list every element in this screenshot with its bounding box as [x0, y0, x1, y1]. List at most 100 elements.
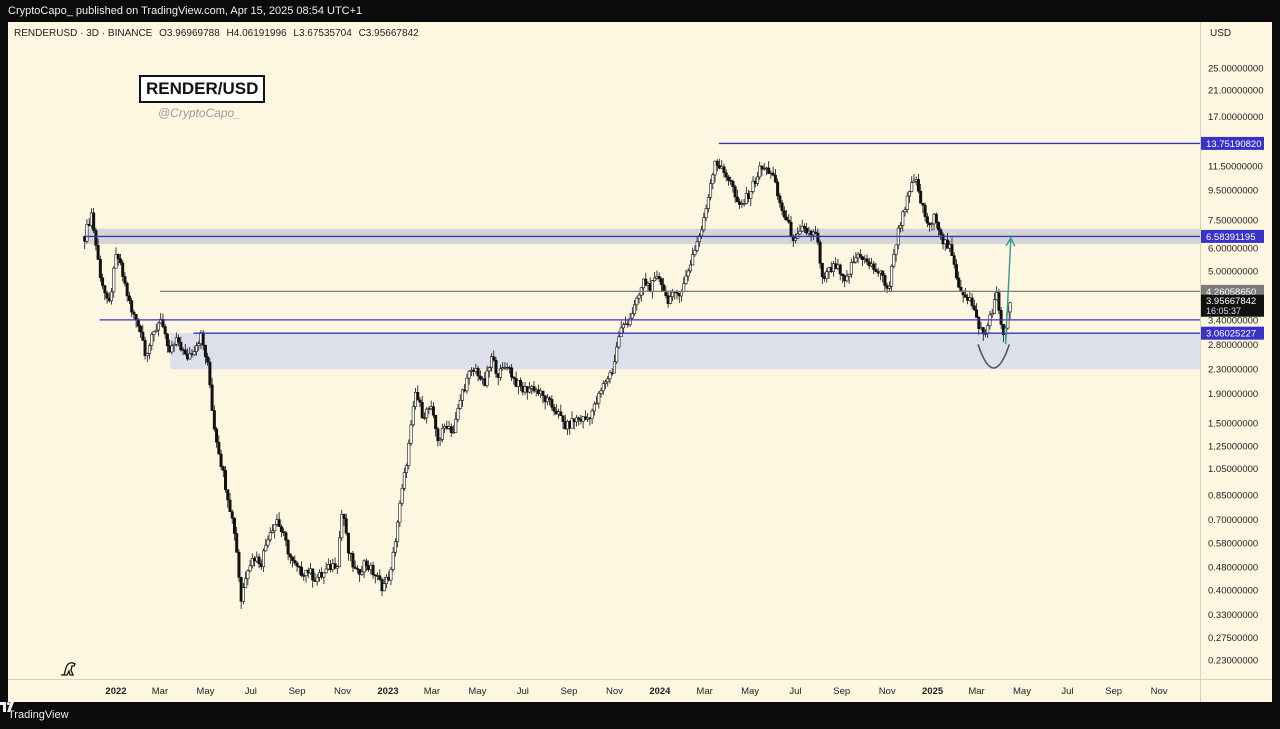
price-axis-tick: 0.48000000 [1208, 563, 1258, 574]
chart-panel[interactable]: 25.00000000 21.00000000 17.00000000 11.5000… [8, 22, 1272, 702]
price-level-tag [1201, 136, 1264, 150]
candle-body [125, 283, 129, 297]
candle-body [134, 314, 138, 321]
time-axis-tick: May [1013, 686, 1031, 697]
candle-body [418, 399, 422, 403]
candle-body [925, 216, 929, 224]
candle-body [293, 560, 297, 564]
candle-body [881, 270, 885, 276]
candle-body [454, 418, 458, 433]
candle-body [371, 564, 375, 576]
candle-body [338, 537, 342, 568]
candle-body [389, 569, 393, 581]
price-level-tag [1201, 284, 1264, 298]
candle-body [671, 291, 675, 298]
candle-body [262, 550, 266, 567]
candle-body [458, 400, 462, 409]
price-level-tag [1201, 229, 1264, 243]
candle-body [937, 222, 941, 231]
candle-body [852, 261, 856, 264]
candle-body [467, 370, 471, 379]
candle-body [941, 234, 945, 245]
candle-body [861, 256, 865, 260]
candle-body [892, 254, 896, 267]
candle-body [165, 333, 169, 347]
time-axis-tick: Jul [1061, 686, 1073, 697]
price-zone [170, 333, 1201, 370]
time-axis-tick: Jul [517, 686, 529, 697]
price-chart[interactable]: 25.00000000 21.00000000 17.00000000 11.5000… [8, 22, 1272, 702]
candle-body [342, 513, 346, 520]
candle-body [682, 283, 686, 292]
candle-body [628, 317, 632, 326]
candle-body [901, 211, 905, 226]
candle-body [250, 557, 254, 567]
price-axis-tick: 1.05000000 [1208, 464, 1258, 475]
candle-body [800, 225, 804, 232]
candle-body [919, 190, 923, 204]
candle-body [143, 340, 147, 356]
time-axis-tick: Jul [789, 686, 801, 697]
candle-body [248, 565, 252, 572]
candle-body [94, 230, 98, 246]
candle-body [101, 277, 105, 286]
candle-body [785, 216, 789, 221]
candle-body [758, 165, 762, 178]
candle-body [890, 265, 894, 287]
price-axis-tick: 17.00000000 [1208, 112, 1263, 123]
candle-body [697, 235, 701, 243]
candle-body [494, 359, 498, 374]
candle-body [798, 230, 802, 235]
price-axis-tick: 0.40000000 [1208, 586, 1258, 597]
candle-body [244, 578, 248, 588]
symbol-name[interactable]: RENDERUSD · 3D · BINANCE [14, 28, 153, 39]
ohlc-open: O3.96969788 [159, 28, 220, 39]
time-axis-tick: Sep [1105, 686, 1122, 697]
candle-body [742, 203, 746, 205]
candle-body [633, 304, 637, 314]
candle-body [715, 160, 719, 166]
price-axis-tick: 5.00000000 [1208, 267, 1258, 278]
candle-body [606, 378, 610, 383]
candle-body [874, 269, 878, 272]
candle-body [934, 213, 938, 223]
candle-body [221, 466, 225, 471]
candle-body [570, 418, 574, 429]
candle-body [148, 345, 152, 354]
dino-icon[interactable] [58, 658, 78, 678]
candle-body [232, 517, 236, 534]
candle-body [865, 258, 869, 263]
candle-body [590, 410, 594, 420]
candle-body [141, 331, 145, 341]
candle-body [903, 209, 907, 213]
currency-label[interactable]: USD [1210, 28, 1232, 39]
time-axis-tick: Mar [424, 686, 440, 697]
candle-body [449, 426, 453, 433]
candle-body [1008, 302, 1012, 313]
candle-body [952, 255, 956, 265]
candle-body [729, 180, 733, 182]
candle-body [662, 284, 666, 292]
candle-body [930, 223, 934, 226]
candle-body [657, 276, 661, 280]
candle-body [333, 563, 337, 569]
candle-body [597, 392, 601, 404]
candle-body [487, 367, 491, 372]
candle-body [291, 556, 295, 561]
candle-body [407, 443, 411, 466]
candle-body [172, 343, 176, 347]
price-axis-tick: 3.40000000 [1208, 315, 1258, 326]
candle-body [398, 502, 402, 523]
candle-body [872, 263, 876, 270]
candle-body [177, 337, 181, 343]
symbol-legend[interactable]: RENDERUSD · 3D · BINANCE O3.96969788 H4.… [14, 28, 423, 39]
candle-body [425, 408, 429, 419]
time-axis-tick: Sep [289, 686, 306, 697]
candle-body [492, 356, 496, 361]
candle-body [452, 432, 456, 434]
price-axis-tick: 2.30000000 [1208, 365, 1258, 376]
candle-body [139, 325, 143, 333]
candle-body [887, 285, 891, 289]
time-axis-tick: 2024 [649, 686, 671, 697]
candle-body [373, 574, 377, 577]
